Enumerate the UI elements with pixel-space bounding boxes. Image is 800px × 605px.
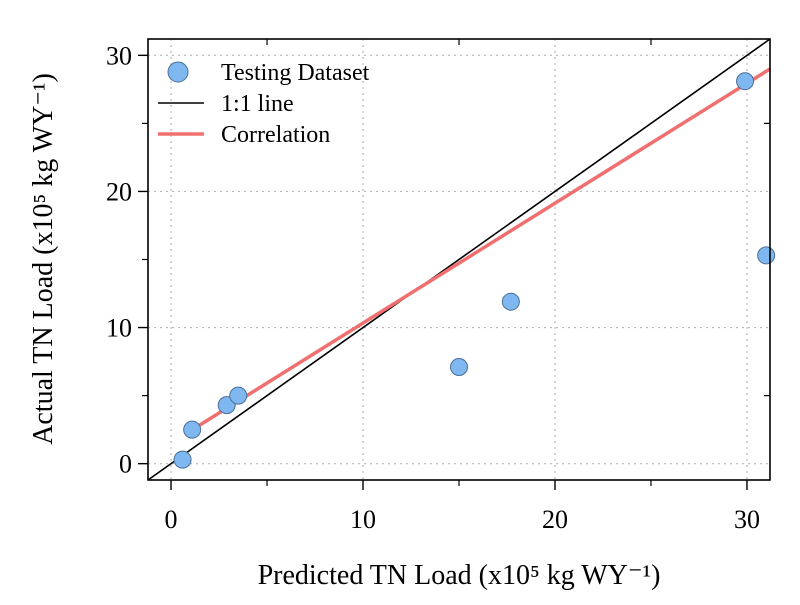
data-point — [230, 387, 247, 404]
y-tick-label: 10 — [106, 314, 132, 343]
y-axis-label: Actual TN Load (x10⁵ kg WY⁻¹) — [28, 73, 59, 445]
x-axis-label: Predicted TN Load (x10⁵ kg WY⁻¹) — [258, 560, 661, 591]
data-point — [758, 247, 775, 264]
x-tick-label: 0 — [165, 505, 178, 534]
y-tick-label: 30 — [106, 41, 132, 70]
x-tick-label: 20 — [542, 505, 568, 534]
y-tick-label: 0 — [119, 450, 132, 479]
legend-label: 1:1 line — [221, 91, 294, 117]
x-tick-label: 30 — [734, 505, 760, 534]
x-tick-label: 10 — [350, 505, 376, 534]
data-point — [184, 421, 201, 438]
data-point — [502, 293, 519, 310]
y-tick-label: 20 — [106, 177, 132, 206]
legend: Testing Dataset 1:1 line Correlation — [158, 60, 370, 148]
legend-label: Correlation — [221, 122, 330, 148]
data-point — [451, 359, 468, 376]
data-point — [174, 451, 191, 468]
legend-label: Testing Dataset — [221, 60, 370, 86]
data-point — [737, 73, 754, 90]
legend-marker-point — [168, 62, 188, 82]
